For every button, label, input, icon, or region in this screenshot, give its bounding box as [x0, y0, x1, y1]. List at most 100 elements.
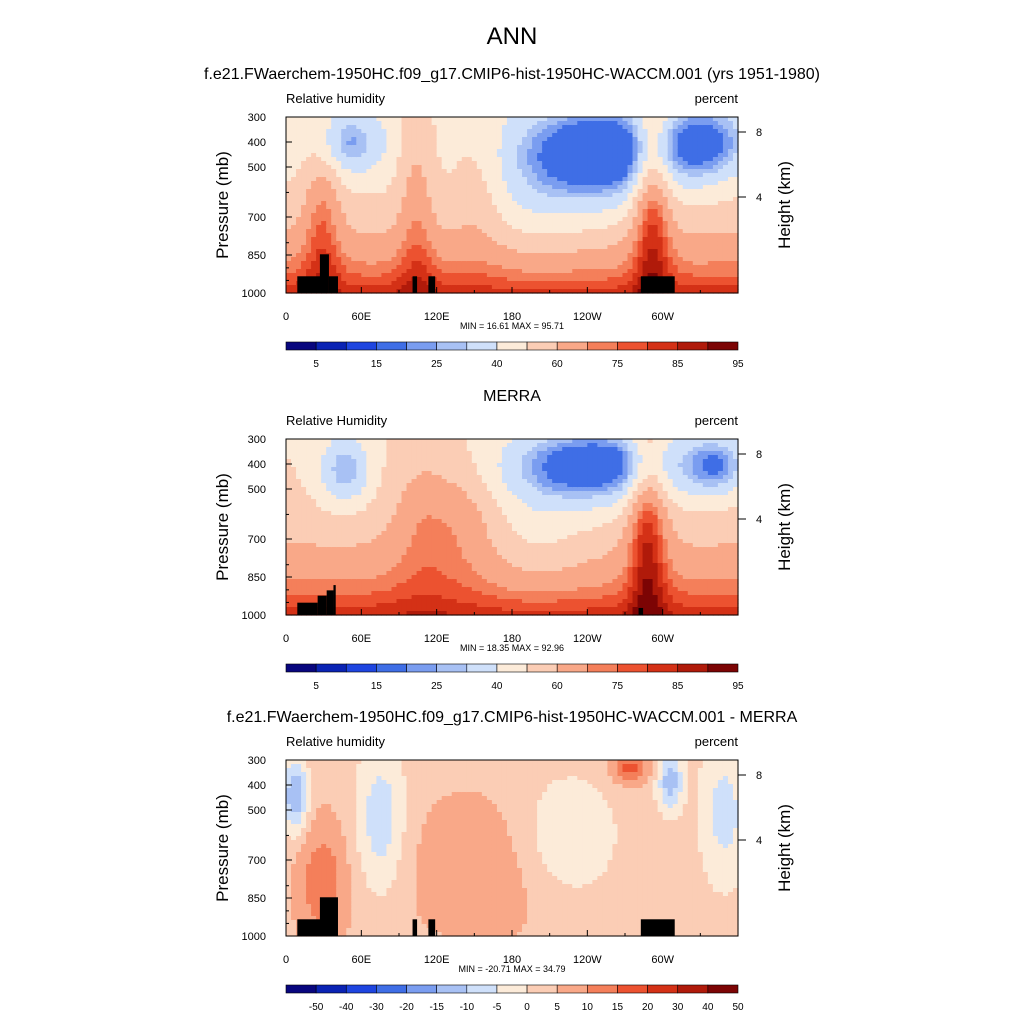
field-cell — [451, 117, 458, 122]
field-cell — [466, 221, 473, 226]
field-cell — [291, 487, 297, 492]
field-cell — [356, 491, 362, 496]
field-cell — [456, 129, 463, 134]
field-cell — [632, 189, 639, 194]
field-cell — [341, 575, 347, 580]
field-cell — [587, 197, 593, 202]
field-cell — [441, 149, 448, 154]
field-cell — [617, 161, 624, 166]
field-cell — [441, 145, 448, 150]
field-cell — [316, 197, 322, 202]
field-cell — [391, 451, 398, 456]
field-cell — [316, 201, 322, 206]
field-cell — [321, 213, 327, 218]
field-cell — [562, 205, 568, 210]
field-cell — [532, 169, 538, 174]
field-cell — [366, 257, 372, 262]
field-cell — [436, 121, 443, 126]
field-cell — [672, 157, 679, 162]
field-cell — [647, 233, 654, 238]
field-cell — [522, 217, 528, 222]
field-cell — [667, 257, 674, 262]
field-cell — [431, 229, 438, 234]
field-cell — [316, 503, 322, 508]
field-cell — [451, 265, 458, 270]
field-cell — [466, 249, 473, 254]
field-cell — [331, 539, 337, 544]
field-cell — [361, 555, 367, 560]
field-cell — [657, 129, 664, 134]
field-cell — [522, 185, 528, 190]
field-cell — [431, 269, 438, 274]
field-cell — [677, 141, 684, 146]
field-cell — [506, 137, 513, 142]
field-cell — [366, 233, 372, 238]
field-cell — [371, 511, 377, 516]
field-cell — [416, 253, 423, 258]
field-cell — [326, 177, 332, 182]
field-cell — [346, 217, 352, 222]
field-cell — [642, 253, 649, 258]
field-cell — [286, 539, 292, 544]
field-cell — [291, 257, 297, 262]
field-cell — [391, 173, 398, 178]
terrain-mask — [328, 276, 338, 293]
field-cell — [602, 185, 609, 190]
field-cell — [582, 257, 588, 262]
field-cell — [652, 185, 659, 190]
field-cell — [567, 237, 573, 242]
field-cell — [697, 285, 704, 290]
field-cell — [446, 225, 453, 230]
field-cell — [481, 121, 488, 126]
field-cell — [461, 189, 468, 194]
field-cell — [426, 117, 433, 122]
field-cell — [491, 209, 498, 214]
field-cell — [732, 233, 739, 238]
field-cell — [316, 173, 322, 178]
field-cell — [577, 153, 583, 158]
field-cell — [451, 289, 458, 294]
field-cell — [657, 269, 664, 274]
field-cell — [286, 535, 292, 540]
field-cell — [722, 213, 729, 218]
field-cell — [336, 181, 342, 186]
field-cell — [547, 157, 553, 162]
field-cell — [652, 197, 659, 202]
field-cell — [602, 157, 609, 162]
field-cell — [376, 197, 383, 202]
field-cell — [411, 173, 418, 178]
field-cell — [411, 129, 418, 134]
field-cell — [707, 281, 714, 286]
field-cell — [647, 189, 654, 194]
field-cell — [436, 225, 443, 230]
field-cell — [506, 225, 513, 230]
field-cell — [406, 229, 413, 234]
field-cell — [441, 253, 448, 258]
field-cell — [456, 265, 463, 270]
field-cell — [517, 289, 523, 294]
field-cell — [486, 129, 493, 134]
field-cell — [391, 459, 398, 464]
field-cell — [296, 205, 302, 210]
field-cell — [461, 153, 468, 158]
field-cell — [727, 121, 734, 126]
field-cell — [707, 205, 714, 210]
field-cell — [336, 595, 342, 600]
field-cell — [717, 173, 724, 178]
field-cell — [346, 209, 352, 214]
field-cell — [587, 257, 593, 262]
field-cell — [361, 121, 367, 126]
field-cell — [557, 221, 563, 226]
field-cell — [687, 169, 694, 174]
field-cell — [296, 587, 302, 592]
field-cell — [657, 229, 664, 234]
field-cell — [396, 277, 403, 282]
field-cell — [286, 145, 292, 150]
field-cell — [627, 137, 634, 142]
field-cell — [291, 129, 297, 134]
field-cell — [396, 209, 403, 214]
field-cell — [687, 285, 694, 290]
field-cell — [381, 595, 388, 600]
field-cell — [637, 169, 644, 174]
field-cell — [446, 205, 453, 210]
